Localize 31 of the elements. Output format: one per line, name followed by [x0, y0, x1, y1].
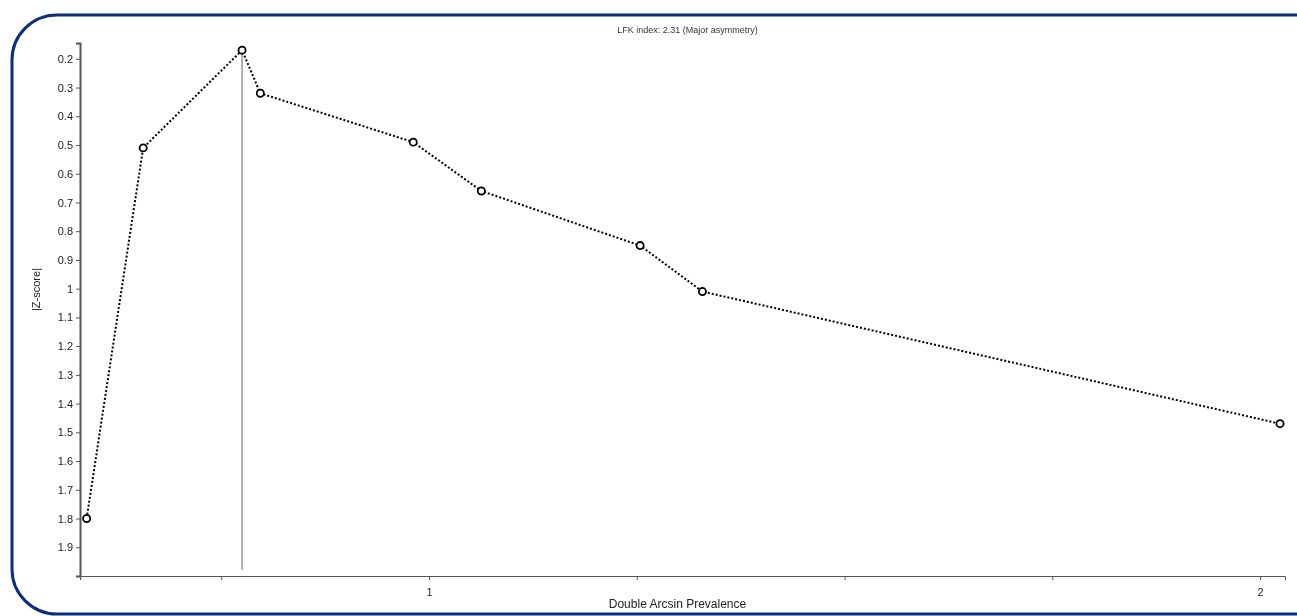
y-tick-label: 1.9: [57, 541, 73, 554]
point: [1275, 419, 1285, 429]
chart-title: LFK index: 2.31 (Major asymmetry): [617, 25, 758, 35]
x-tick-label: 2: [1257, 586, 1264, 599]
y-tick-label: 1.3: [57, 368, 73, 381]
point: [408, 137, 418, 147]
point: [635, 241, 645, 251]
point: [255, 88, 265, 98]
y-tick-label: 1.4: [57, 397, 73, 410]
y-axis-title: |Z-score|: [30, 268, 42, 311]
y-tick-label: 1.8: [57, 512, 73, 525]
y-tick-label: 0.4: [57, 110, 73, 123]
y-tick-label: 0.8: [57, 225, 73, 238]
point: [476, 186, 486, 196]
y-tick-label: 1: [66, 282, 73, 295]
y-tick-label: 1.5: [57, 426, 73, 439]
x-axis-title: Double Arcsin Prevalence: [608, 597, 747, 611]
point: [138, 143, 148, 153]
y-tick-label: 1.6: [57, 455, 73, 468]
y-tick-label: 1.2: [57, 340, 73, 353]
y-tick-label: 1.1: [57, 311, 73, 324]
point: [697, 287, 707, 296]
y-tick-label: 0.6: [57, 167, 73, 180]
y-tick-label: 0.7: [57, 196, 73, 209]
y-tick-label: 0.2: [57, 52, 73, 65]
point: [237, 45, 247, 55]
y-tick-label: 1.7: [57, 483, 73, 496]
point: [82, 514, 92, 523]
y-tick-label: 0.9: [57, 253, 73, 266]
y-tick-label: 0.5: [57, 139, 73, 152]
y-tick-label: 0.3: [57, 81, 73, 94]
